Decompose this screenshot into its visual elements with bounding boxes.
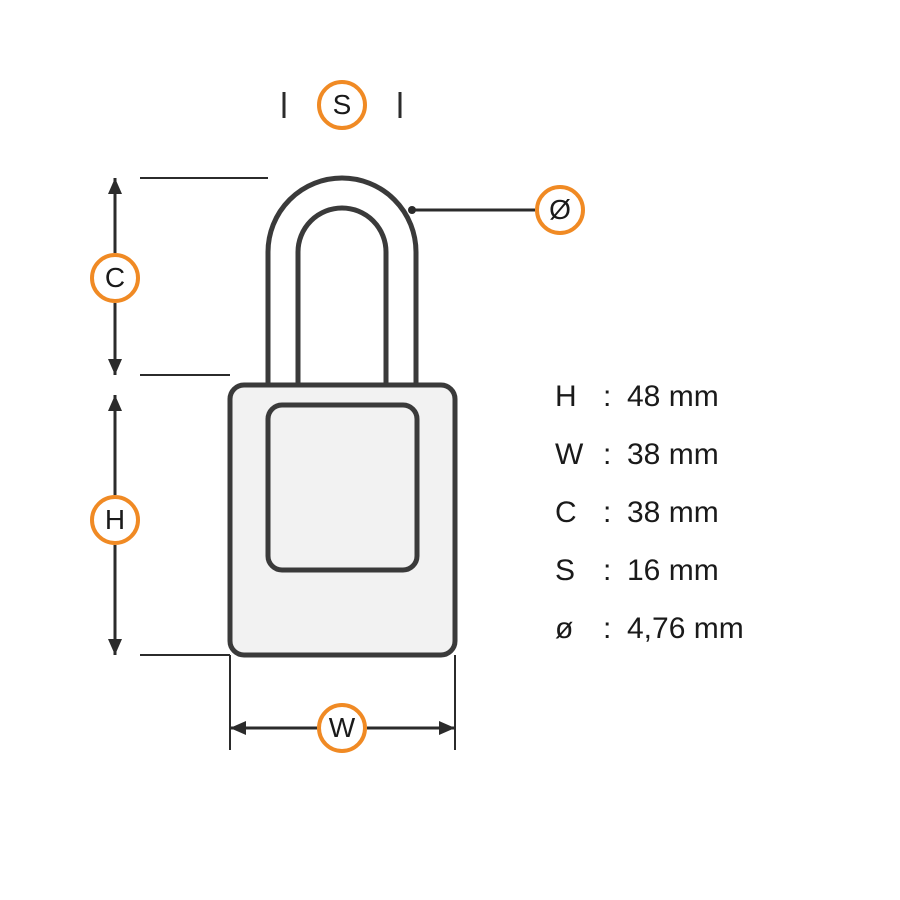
- dim-label-h-text: H: [105, 504, 125, 536]
- spec-key: ø: [555, 612, 603, 646]
- diagram-canvas: [0, 0, 900, 900]
- dim-label-c-text: C: [105, 262, 125, 294]
- dim-label-diameter-text: Ø: [549, 194, 571, 226]
- spec-key: C: [555, 496, 603, 530]
- spec-value: 38 mm: [627, 496, 719, 530]
- spec-row: S : 16 mm: [555, 542, 744, 600]
- dim-label-s: S: [317, 80, 367, 130]
- dim-label-w: W: [317, 703, 367, 753]
- spec-colon: :: [603, 496, 627, 530]
- spec-colon: :: [603, 554, 627, 588]
- spec-row: ø : 4,76 mm: [555, 600, 744, 658]
- dim-label-c: C: [90, 253, 140, 303]
- spec-value: 4,76 mm: [627, 612, 744, 646]
- dim-label-s-text: S: [333, 89, 352, 121]
- spec-table: H : 48 mm W : 38 mm C : 38 mm S : 16 mm …: [555, 368, 744, 658]
- spec-key: W: [555, 438, 603, 472]
- spec-colon: :: [603, 380, 627, 414]
- spec-value: 16 mm: [627, 554, 719, 588]
- spec-value: 38 mm: [627, 438, 719, 472]
- spec-row: H : 48 mm: [555, 368, 744, 426]
- spec-key: H: [555, 380, 603, 414]
- spec-colon: :: [603, 438, 627, 472]
- spec-row: W : 38 mm: [555, 426, 744, 484]
- dim-label-h: H: [90, 495, 140, 545]
- spec-value: 48 mm: [627, 380, 719, 414]
- dim-label-w-text: W: [329, 712, 355, 744]
- spec-row: C : 38 mm: [555, 484, 744, 542]
- dim-label-diameter: Ø: [535, 185, 585, 235]
- spec-key: S: [555, 554, 603, 588]
- spec-colon: :: [603, 612, 627, 646]
